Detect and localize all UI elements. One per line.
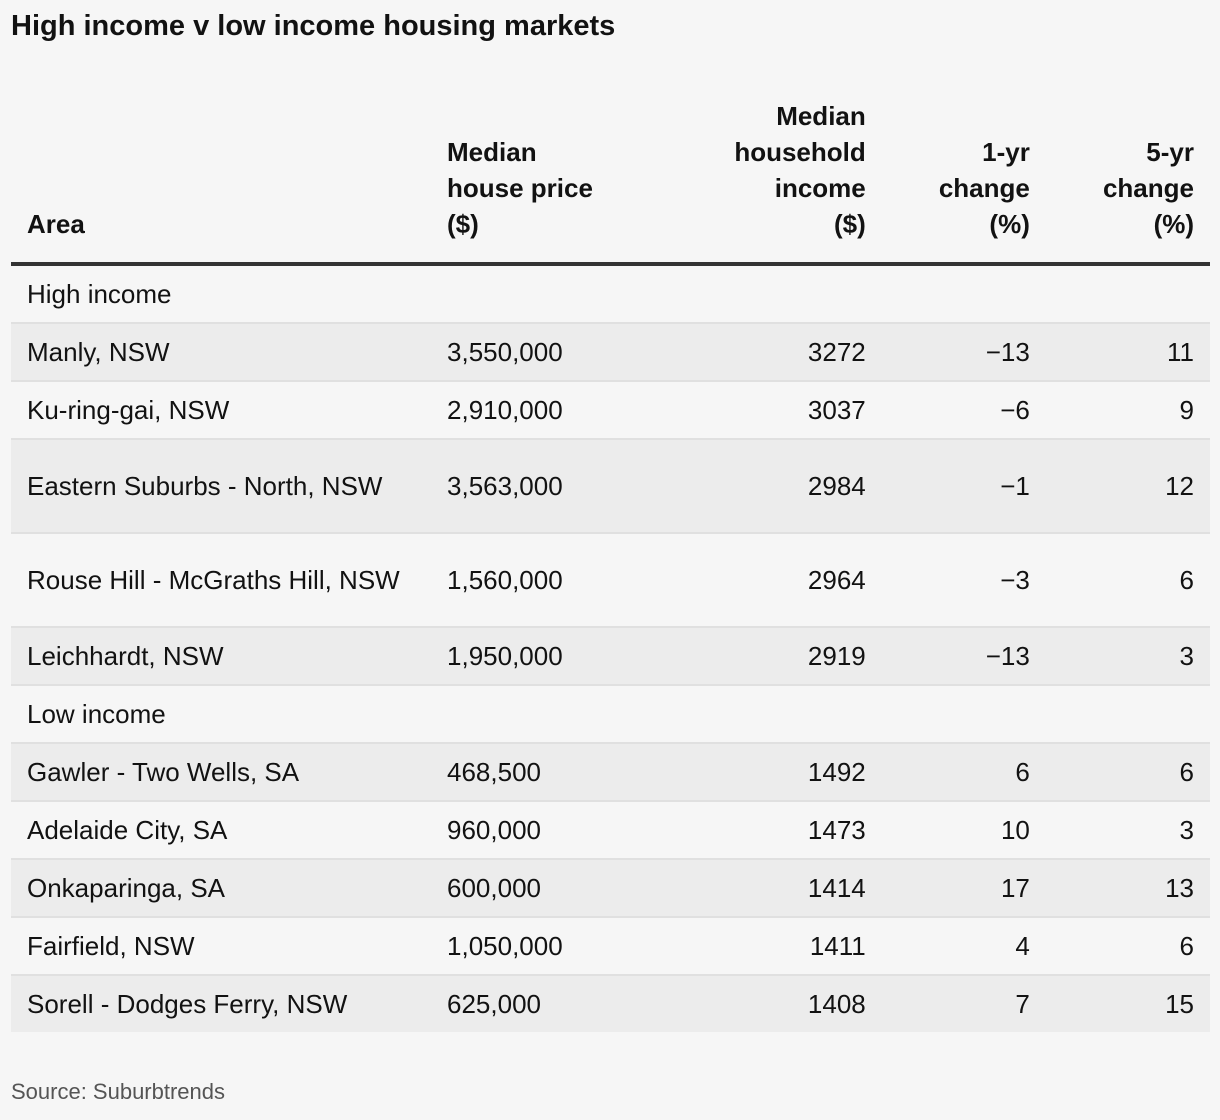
column-header-price-line3: ($) (447, 209, 479, 239)
1yr-change-cell: −6 (881, 381, 1046, 440)
area-cell: Onkaparinga, SA (11, 859, 432, 918)
column-header-income-line3: income (774, 173, 866, 203)
group-label: Low income (11, 685, 1210, 744)
table-row: Leichhardt, NSW 1,950,000 2919 −13 3 (11, 627, 1210, 686)
column-header-price-line1: Median (447, 137, 537, 167)
5yr-change-cell: 15 (1045, 975, 1210, 1032)
column-header-income-line2: household (734, 137, 866, 167)
table-row: Sorell - Dodges Ferry, NSW 625,000 1408 7 15 (11, 975, 1210, 1032)
column-header-income-line1: Median (776, 101, 866, 131)
median-household-income-cell: 3272 (664, 323, 882, 382)
median-household-income-cell: 2919 (664, 627, 882, 686)
5yr-change-cell: 3 (1045, 627, 1210, 686)
median-household-income-cell: 1408 (664, 975, 882, 1032)
median-house-price-cell: 625,000 (431, 975, 665, 1032)
column-header-income-line4: ($) (833, 209, 866, 239)
column-header-median-household-income: Median household income ($) (664, 98, 882, 266)
table-header: Area Median house price ($) Median house… (11, 98, 1210, 266)
area-cell: Fairfield, NSW (11, 917, 432, 976)
5yr-change-cell: 13 (1045, 859, 1210, 918)
area-cell: Adelaide City, SA (11, 801, 432, 860)
1yr-change-cell: −13 (881, 627, 1046, 686)
median-household-income-cell: 2964 (664, 533, 882, 628)
table-row: Eastern Suburbs - North, NSW 3,563,000 298… (11, 439, 1210, 534)
column-header-median-house-price: Median house price ($) (431, 98, 665, 266)
1yr-change-cell: 6 (881, 743, 1046, 802)
median-house-price-cell: 468,500 (431, 743, 665, 802)
median-household-income-cell: 1492 (664, 743, 882, 802)
table-row: Ku-ring-gai, NSW 2,910,000 3037 −6 9 (11, 381, 1210, 440)
area-cell: Eastern Suburbs - North, NSW (11, 439, 432, 534)
chart-title: High income v low income housing markets (11, 10, 616, 42)
group-row: Low income (11, 685, 1210, 744)
area-cell: Gawler - Two Wells, SA (11, 743, 432, 802)
column-header-5yr-line3: (%) (1153, 209, 1194, 239)
column-header-5yr-line1: 5-yr (1146, 137, 1194, 167)
column-header-area: Area (11, 98, 432, 266)
5yr-change-cell: 9 (1045, 381, 1210, 440)
5yr-change-cell: 6 (1045, 743, 1210, 802)
median-house-price-cell: 1,950,000 (431, 627, 665, 686)
table-row: Onkaparinga, SA 600,000 1414 17 13 (11, 859, 1210, 918)
median-house-price-cell: 960,000 (431, 801, 665, 860)
group-row: High income (11, 264, 1210, 324)
column-header-5yr-change: 5-yr change (%) (1045, 98, 1210, 266)
median-house-price-cell: 600,000 (431, 859, 665, 918)
column-header-1yr-line1: 1-yr (982, 137, 1030, 167)
median-house-price-cell: 3,550,000 (431, 323, 665, 382)
column-header-area-text: Area (27, 209, 85, 239)
1yr-change-cell: 7 (881, 975, 1046, 1032)
area-cell: Leichhardt, NSW (11, 627, 432, 686)
table-row: Manly, NSW 3,550,000 3272 −13 11 (11, 323, 1210, 382)
area-cell: Ku-ring-gai, NSW (11, 381, 432, 440)
area-cell: Sorell - Dodges Ferry, NSW (11, 975, 432, 1032)
median-household-income-cell: 2984 (664, 439, 882, 534)
column-header-1yr-change: 1-yr change (%) (881, 98, 1046, 266)
table-row: Gawler - Two Wells, SA 468,500 1492 6 6 (11, 743, 1210, 802)
5yr-change-cell: 6 (1045, 533, 1210, 628)
source-note: Source: Suburbtrends (11, 1079, 226, 1104)
1yr-change-cell: 4 (881, 917, 1046, 976)
5yr-change-cell: 6 (1045, 917, 1210, 976)
median-household-income-cell: 3037 (664, 381, 882, 440)
1yr-change-cell: −3 (881, 533, 1046, 628)
median-house-price-cell: 2,910,000 (431, 381, 665, 440)
column-header-1yr-line2: change (938, 173, 1030, 203)
5yr-change-cell: 12 (1045, 439, 1210, 534)
median-household-income-cell: 1473 (664, 801, 882, 860)
table-row: Fairfield, NSW 1,050,000 1411 4 6 (11, 917, 1210, 976)
1yr-change-cell: −13 (881, 323, 1046, 382)
median-household-income-cell: 1411 (664, 917, 882, 976)
area-cell: Rouse Hill - McGraths Hill, NSW (11, 533, 432, 628)
median-house-price-cell: 1,560,000 (431, 533, 665, 628)
column-header-1yr-line3: (%) (989, 209, 1030, 239)
column-header-price-line2: house price (447, 173, 593, 203)
1yr-change-cell: −1 (881, 439, 1046, 534)
median-house-price-cell: 1,050,000 (431, 917, 665, 976)
group-label: High income (11, 264, 1210, 324)
column-header-5yr-line2: change (1102, 173, 1194, 203)
table-body: High income Manly, NSW 3,550,000 3272 −13 11 K… (11, 264, 1210, 1032)
1yr-change-cell: 10 (881, 801, 1046, 860)
1yr-change-cell: 17 (881, 859, 1046, 918)
housing-markets-table: Area Median house price ($) Median house… (11, 98, 1210, 1032)
5yr-change-cell: 11 (1045, 323, 1210, 382)
5yr-change-cell: 3 (1045, 801, 1210, 860)
area-cell: Manly, NSW (11, 323, 432, 382)
header-row: Area Median house price ($) Median house… (11, 98, 1210, 266)
table-row: Rouse Hill - McGraths Hill, NSW 1,560,000… (11, 533, 1210, 628)
table-row: Adelaide City, SA 960,000 1473 10 3 (11, 801, 1210, 860)
median-household-income-cell: 1414 (664, 859, 882, 918)
median-house-price-cell: 3,563,000 (431, 439, 665, 534)
